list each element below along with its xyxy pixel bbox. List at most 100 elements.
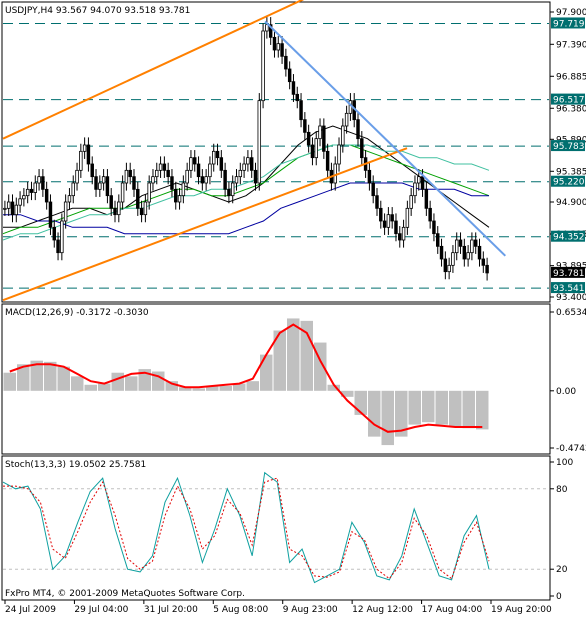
price-label-box xyxy=(551,266,585,278)
candle-body xyxy=(333,163,337,184)
candle-body xyxy=(128,169,132,178)
stoch-title: Stoch(13,3,3) 19.0502 25.7581 xyxy=(5,460,146,470)
macd-histogram-bar xyxy=(368,390,381,437)
candle-body xyxy=(14,204,19,216)
price-tick-label: 96.380 xyxy=(556,104,586,114)
stoch-line xyxy=(3,477,490,580)
candle-body xyxy=(158,163,163,171)
candle-body xyxy=(33,182,38,193)
candle-body xyxy=(382,220,387,228)
candle-body xyxy=(41,176,45,190)
macd-tick-label: 0.00 xyxy=(556,387,576,397)
candle-body xyxy=(413,182,417,197)
price-tick-label: 93.895 xyxy=(556,262,586,272)
candle-body xyxy=(189,157,193,171)
candle-body xyxy=(287,68,292,83)
price-title: USDJPY,H4 93.567 94.070 93.518 93.781 xyxy=(5,6,190,16)
candle-body xyxy=(443,258,448,273)
candle-body xyxy=(177,195,182,203)
candle-body xyxy=(18,198,22,206)
price-label: 95.783 xyxy=(553,142,585,152)
stoch-tick-label: 100 xyxy=(556,458,573,468)
candle-body xyxy=(174,188,178,203)
macd-histogram-bar xyxy=(111,372,124,391)
candle-body xyxy=(462,245,467,260)
candle-body xyxy=(367,169,372,184)
price-label: 95.220 xyxy=(553,178,585,188)
price-tick-label: 93.400 xyxy=(556,293,586,303)
macd-histogram-bar xyxy=(408,390,421,425)
candle-body xyxy=(181,182,186,197)
candle-body xyxy=(79,150,83,171)
price-panel[interactable] xyxy=(1,1,551,303)
macd-tick-label: -0.4742 xyxy=(556,444,586,454)
moving-average-line xyxy=(3,125,490,228)
macd-histogram-bar xyxy=(341,390,354,397)
candle-body xyxy=(208,163,212,178)
macd-histogram-bar xyxy=(287,318,300,391)
candle-body xyxy=(37,176,41,184)
candle-body xyxy=(22,195,26,200)
candle-body xyxy=(113,207,117,216)
candle-body xyxy=(310,144,315,159)
candle-body xyxy=(10,201,15,216)
candle-body xyxy=(56,239,60,254)
x-tick-label: 29 Jul 04:00 xyxy=(74,605,128,615)
candle-body xyxy=(132,176,136,190)
moving-average-line xyxy=(3,182,489,235)
price-label-box xyxy=(551,17,585,29)
macd-histogram-bar xyxy=(476,390,489,430)
candle-body xyxy=(356,119,360,140)
price-label: 97.719 xyxy=(553,19,585,29)
stoch-chart xyxy=(2,471,549,584)
candle-body xyxy=(261,30,265,102)
candle-body xyxy=(477,245,482,260)
candle-body xyxy=(344,112,349,127)
macd-histogram-bar xyxy=(381,390,394,446)
candle-body xyxy=(230,182,235,197)
candle-body xyxy=(238,169,243,178)
candle-body xyxy=(405,207,410,228)
candle-body xyxy=(257,100,262,184)
candle-body xyxy=(215,150,220,159)
candle-body xyxy=(136,188,140,209)
price-label: 93.781 xyxy=(553,269,585,279)
candle-body xyxy=(398,233,402,241)
candle-body xyxy=(48,201,53,228)
macd-histogram-bar xyxy=(273,330,286,391)
stoch-line xyxy=(2,471,490,584)
candle-body xyxy=(6,201,11,209)
macd-histogram-bar xyxy=(219,385,232,391)
candle-body xyxy=(120,182,125,203)
macd-chart xyxy=(3,318,489,446)
candle-body xyxy=(481,258,486,266)
candle-body xyxy=(227,188,231,197)
price-label-box xyxy=(551,140,585,152)
x-tick-label: 19 Aug 20:00 xyxy=(491,605,552,615)
candle-body xyxy=(60,220,64,254)
candle-body xyxy=(432,220,436,235)
price-tick-label: 97.900 xyxy=(556,8,586,18)
macd-histogram-bar xyxy=(192,388,205,391)
stoch-panel[interactable] xyxy=(1,455,551,601)
candle-body xyxy=(473,239,478,247)
candle-body xyxy=(299,100,303,121)
candle-body xyxy=(322,125,326,152)
price-label: 96.517 xyxy=(553,96,585,106)
candle-body xyxy=(196,163,201,178)
candle-body xyxy=(375,195,379,209)
price-label-box xyxy=(551,175,585,187)
x-tick-label: 24 Jul 2009 xyxy=(5,605,56,615)
candle-body xyxy=(151,176,155,184)
macd-histogram-bar xyxy=(462,390,475,429)
price-label-box xyxy=(551,230,585,242)
candle-body xyxy=(401,226,406,241)
price-tick-label: 95.385 xyxy=(556,167,586,177)
macd-histogram-bar xyxy=(3,372,16,391)
candle-body xyxy=(147,182,151,203)
candle-body xyxy=(409,195,413,209)
copyright-text: FxPro MT4, © 2001-2009 MetaQuotes Softwa… xyxy=(5,589,245,599)
candle-body xyxy=(242,163,246,171)
price-chart xyxy=(2,0,549,302)
